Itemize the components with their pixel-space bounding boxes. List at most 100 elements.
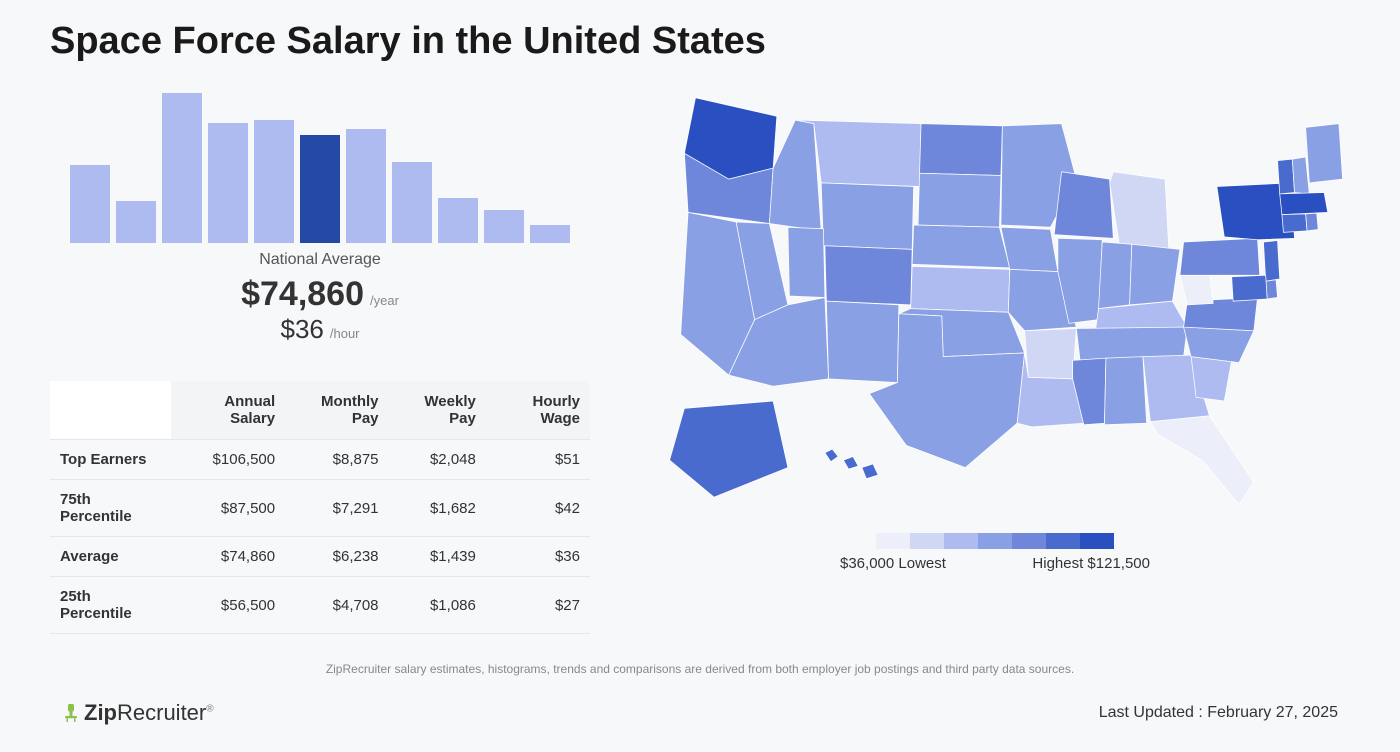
table-cell: $106,500	[171, 440, 285, 480]
avg-annual-row: $74,860 /year	[50, 275, 590, 314]
state-ma[interactable]	[1280, 192, 1328, 214]
table-cell: $74,860	[171, 537, 285, 577]
table-header	[50, 381, 171, 440]
table-cell: $87,500	[171, 480, 285, 537]
table-header: Weekly Pay	[389, 381, 486, 440]
state-nc[interactable]	[1184, 327, 1254, 362]
table-cell: Average	[50, 537, 171, 577]
page-title: Space Force Salary in the United States	[50, 20, 1350, 63]
avg-hourly-value: $36	[280, 314, 323, 345]
histogram-bar	[162, 93, 202, 243]
table-row: Top Earners$106,500$8,875$2,048$51	[50, 440, 590, 480]
legend-swatch	[1080, 533, 1114, 549]
state-co[interactable]	[825, 246, 912, 305]
chair-icon	[62, 702, 80, 724]
table-cell: $27	[486, 577, 590, 634]
left-column: National Average $74,860 /year $36 /hour…	[50, 83, 590, 634]
table-cell: $4,708	[285, 577, 388, 634]
state-sd[interactable]	[918, 173, 1001, 227]
state-wv[interactable]	[1180, 272, 1213, 305]
salary-histogram	[50, 83, 590, 243]
table-cell: Top Earners	[50, 440, 171, 480]
table-cell: $56,500	[171, 577, 285, 634]
avg-hourly-row: $36 /hour	[50, 314, 590, 345]
national-avg-label: National Average	[50, 251, 590, 269]
histogram-bar	[438, 198, 478, 243]
state-nd[interactable]	[920, 124, 1003, 176]
table-cell: $6,238	[285, 537, 388, 577]
histogram-bar	[300, 135, 340, 243]
table-cell: 25th Percentile	[50, 577, 171, 634]
state-ct[interactable]	[1282, 214, 1307, 232]
state-pa[interactable]	[1180, 238, 1260, 275]
state-wy[interactable]	[821, 183, 913, 250]
state-md[interactable]	[1232, 275, 1267, 301]
legend-swatch	[978, 533, 1012, 549]
histogram-bar	[530, 225, 570, 243]
table-cell: $1,086	[389, 577, 486, 634]
legend-high: Highest $121,500	[1032, 555, 1150, 572]
legend-low: $36,000 Lowest	[840, 555, 946, 572]
state-fl[interactable]	[1150, 416, 1254, 505]
right-column: $36,000 Lowest Highest $121,500	[640, 83, 1350, 634]
state-al[interactable]	[1104, 357, 1146, 425]
map-legend-labels: $36,000 Lowest Highest $121,500	[840, 555, 1150, 572]
histogram-bar	[70, 165, 110, 243]
state-ia[interactable]	[1001, 227, 1058, 271]
state-nm[interactable]	[826, 301, 898, 382]
table-row: 75th Percentile$87,500$7,291$1,682$42	[50, 480, 590, 537]
footer: ZipRecruiter® Last Updated : February 27…	[50, 700, 1350, 726]
table-cell: 75th Percentile	[50, 480, 171, 537]
logo-recruiter: Recruiter	[117, 700, 206, 725]
state-me[interactable]	[1306, 124, 1343, 183]
state-id[interactable]	[769, 120, 821, 231]
state-vt[interactable]	[1278, 159, 1295, 194]
state-nh[interactable]	[1292, 157, 1309, 194]
histogram-bar	[116, 201, 156, 243]
table-cell: $7,291	[285, 480, 388, 537]
legend-swatch	[1046, 533, 1080, 549]
legend-swatch	[1012, 533, 1046, 549]
histogram-bar	[208, 123, 248, 243]
table-row: 25th Percentile$56,500$4,708$1,086$27	[50, 577, 590, 634]
histogram-bar	[254, 120, 294, 243]
state-ne[interactable]	[912, 225, 1010, 268]
histogram-bar	[392, 162, 432, 243]
state-ut[interactable]	[788, 227, 825, 297]
state-mi[interactable]	[1110, 172, 1169, 253]
table-cell: $1,439	[389, 537, 486, 577]
last-updated: Last Updated : February 27, 2025	[1099, 704, 1338, 722]
state-ar[interactable]	[1025, 329, 1077, 379]
state-ri[interactable]	[1306, 213, 1319, 231]
avg-annual-value: $74,860	[241, 275, 364, 314]
footnote: ZipRecruiter salary estimates, histogram…	[50, 662, 1350, 676]
state-tn[interactable]	[1076, 327, 1187, 360]
state-de[interactable]	[1266, 280, 1278, 299]
logo-reg: ®	[206, 704, 213, 715]
table-cell: $51	[486, 440, 590, 480]
state-hi[interactable]	[825, 449, 878, 479]
legend-swatch	[944, 533, 978, 549]
state-oh[interactable]	[1130, 244, 1180, 305]
table-header: Monthly Pay	[285, 381, 388, 440]
logo-zip: Zip	[84, 700, 117, 725]
us-map	[640, 83, 1350, 517]
table-cell: $1,682	[389, 480, 486, 537]
state-ak[interactable]	[670, 401, 788, 497]
table-row: Average$74,860$6,238$1,439$36	[50, 537, 590, 577]
state-in[interactable]	[1099, 242, 1132, 309]
salary-table: Annual SalaryMonthly PayWeekly PayHourly…	[50, 381, 590, 634]
table-header: Annual Salary	[171, 381, 285, 440]
legend-swatch	[876, 533, 910, 549]
table-cell: $8,875	[285, 440, 388, 480]
table-cell: $2,048	[389, 440, 486, 480]
table-header: Hourly Wage	[486, 381, 590, 440]
state-wi[interactable]	[1054, 172, 1113, 239]
table-cell: $36	[486, 537, 590, 577]
histogram-bar	[484, 210, 524, 243]
state-sc[interactable]	[1191, 355, 1232, 401]
state-ks[interactable]	[911, 266, 1010, 312]
avg-hourly-suffix: /hour	[330, 326, 360, 341]
legend-swatch	[910, 533, 944, 549]
table-cell: $42	[486, 480, 590, 537]
